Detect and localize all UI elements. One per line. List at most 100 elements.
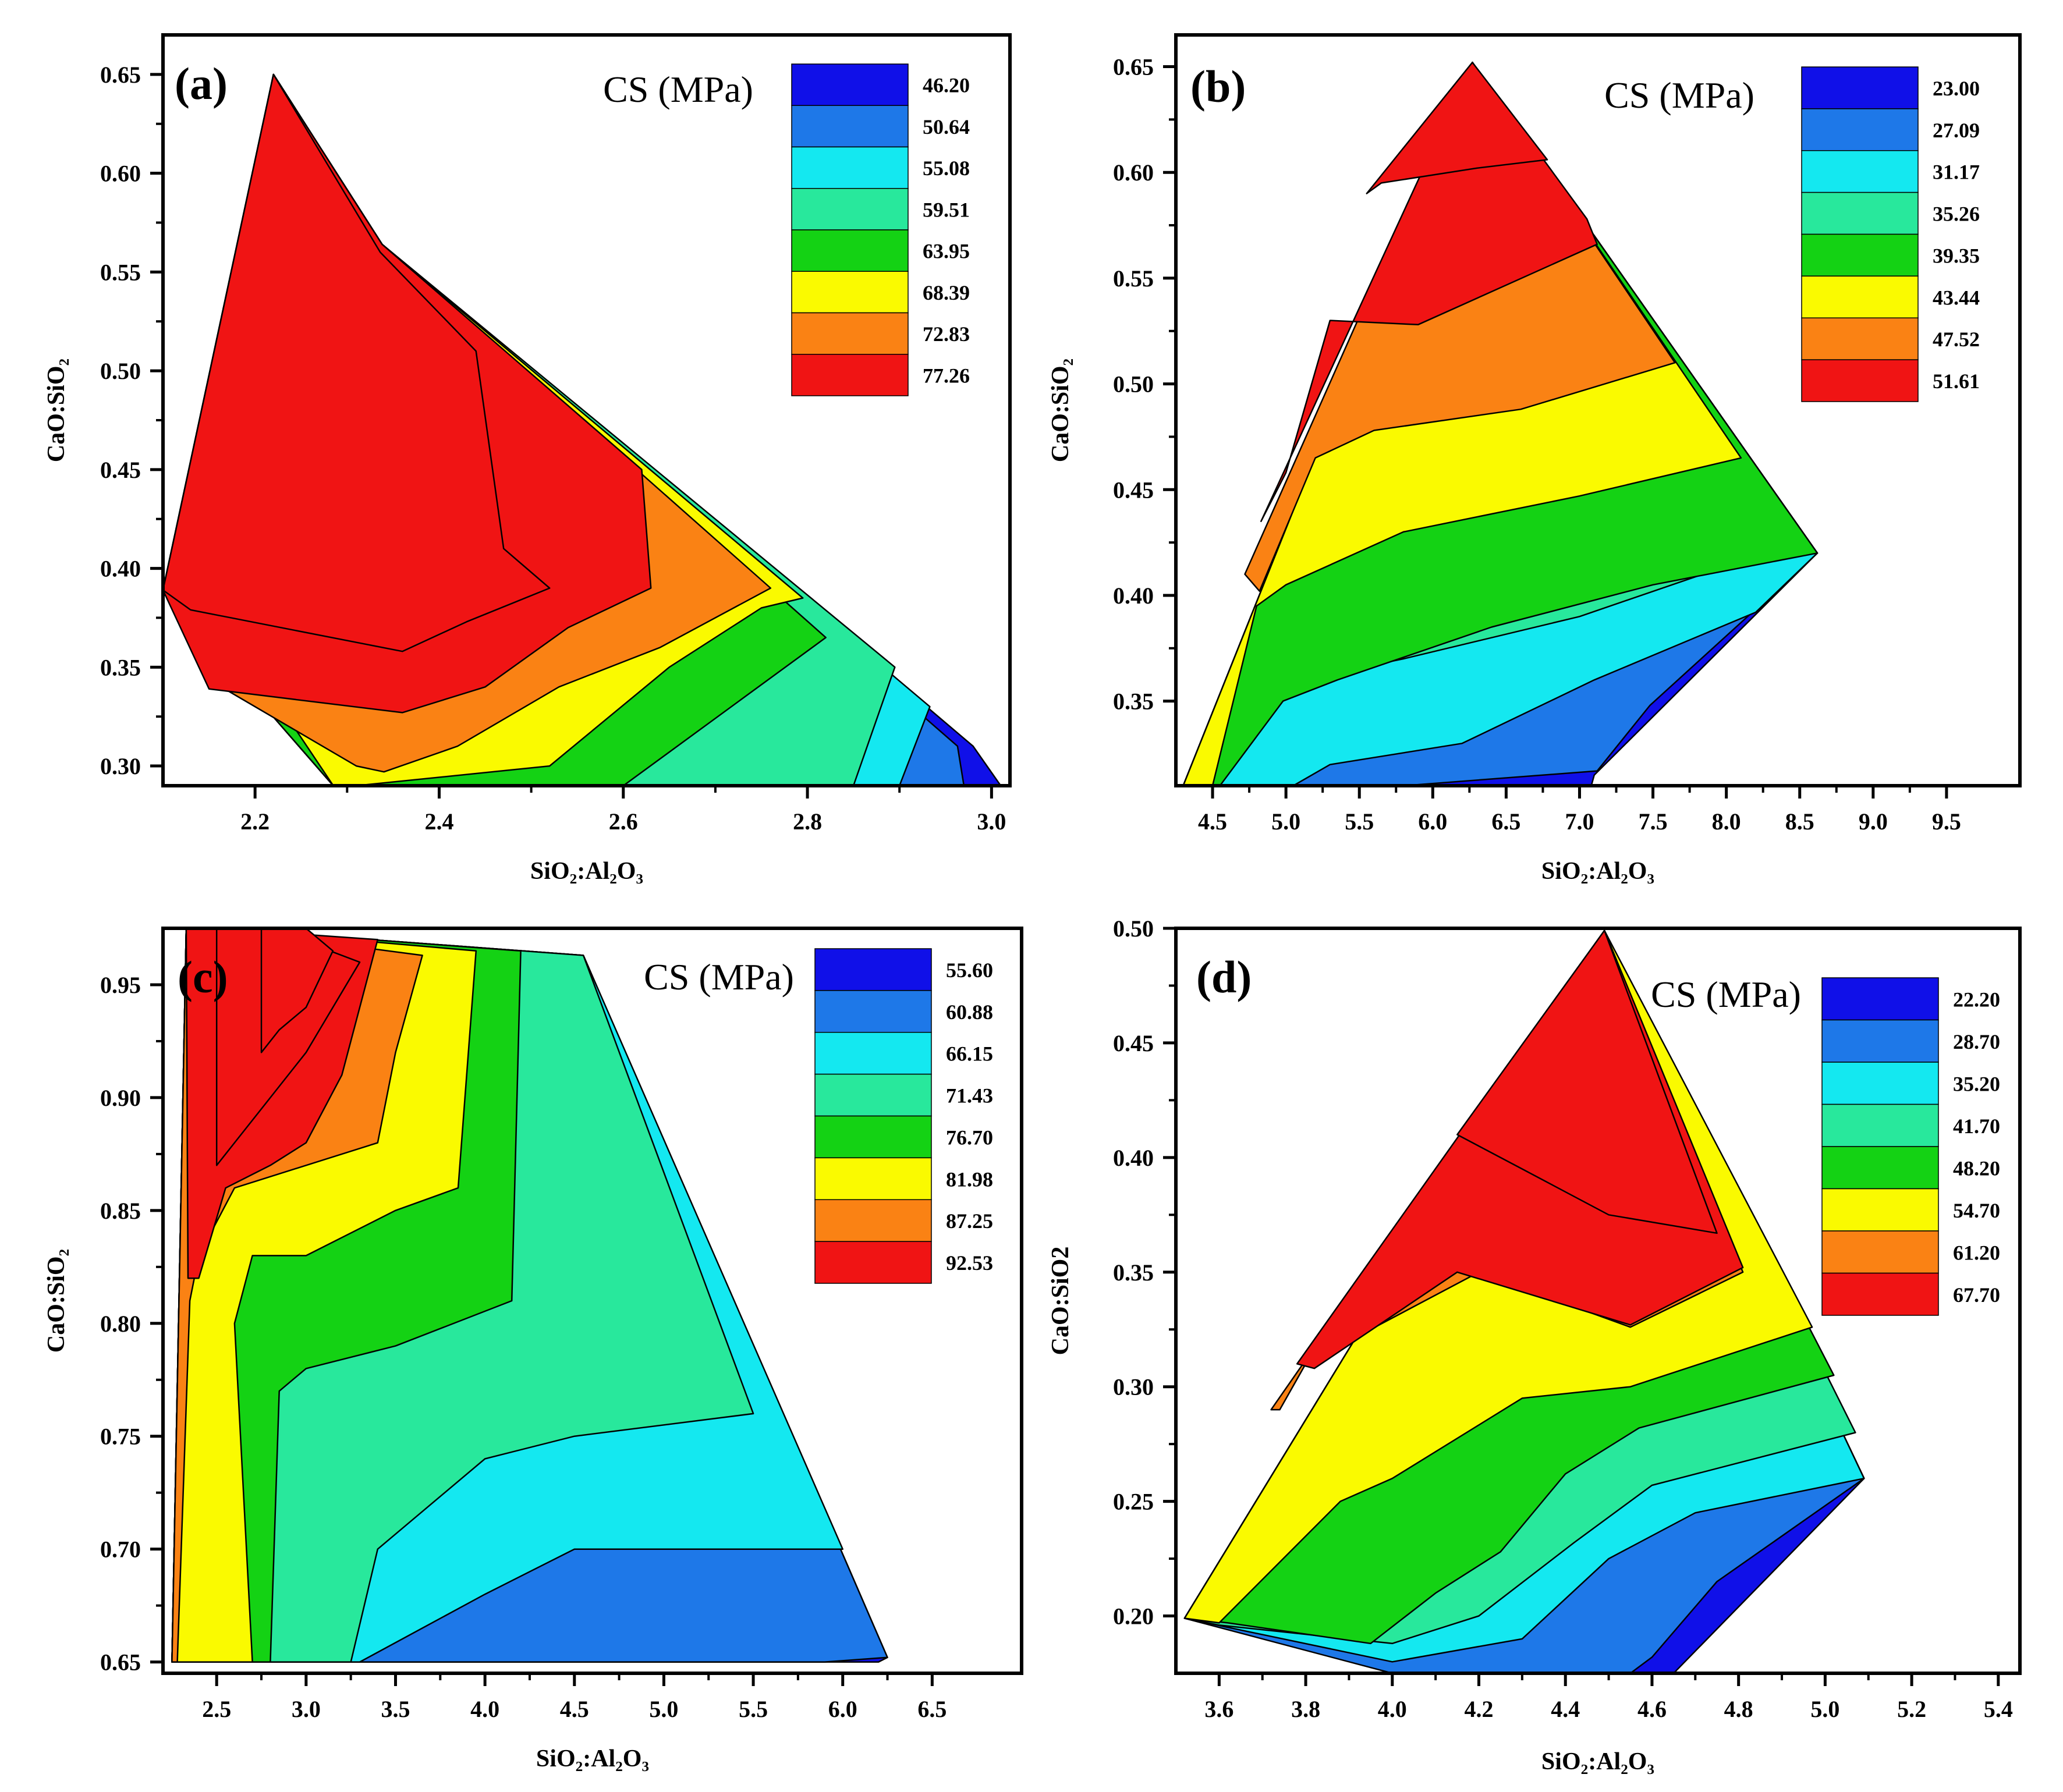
- legend-label: 92.53: [946, 1251, 993, 1275]
- y-axis-title: CaO:SiO₂: [43, 1249, 70, 1353]
- x-axis-title: SiO₂:Al₂O₃: [536, 1745, 649, 1772]
- x-tick-label: 9.0: [1859, 808, 1888, 835]
- legend-label: 22.20: [1953, 988, 2000, 1011]
- x-tick-label: 3.0: [292, 1696, 321, 1722]
- panel-label: (d): [1196, 952, 1252, 1002]
- x-tick-label: 3.0: [977, 808, 1006, 835]
- y-tick-label: 0.45: [1113, 477, 1154, 503]
- y-tick-label: 0.50: [1113, 371, 1154, 398]
- x-tick-label: 6.5: [1491, 808, 1520, 835]
- legend-label: 51.61: [1933, 370, 1980, 393]
- legend-label: 27.09: [1933, 119, 1980, 142]
- panel-1: 2.2 2.4 2.6 2.8 3.0 0.30 0.35 0.40 0.45 0.50 0.55 0…: [43, 33, 1012, 885]
- x-tick-label: 4.4: [1551, 1696, 1580, 1722]
- legend-swatch: [791, 188, 909, 230]
- legend-swatch: [1801, 275, 1919, 318]
- legend-swatch: [814, 1241, 932, 1284]
- y-tick-label: 0.85: [100, 1198, 141, 1224]
- legend-label: 76.70: [946, 1126, 993, 1149]
- x-axis-title: SiO₂:Al₂O₃: [530, 858, 643, 885]
- y-tick-label: 0.90: [100, 1085, 141, 1111]
- y-tick-label: 0.65: [100, 1649, 141, 1676]
- contour-region: [1366, 61, 1548, 194]
- legend-swatch: [791, 354, 909, 396]
- legend-label: 55.60: [946, 959, 993, 982]
- y-axis-title: CaO:SiO₂: [43, 359, 70, 462]
- contour-plot: [1183, 929, 1865, 1673]
- legend-label: 47.52: [1933, 328, 1980, 351]
- legend-label: 31.17: [1933, 161, 1980, 184]
- x-tick-label: 3.6: [1204, 1696, 1233, 1722]
- y-tick-label: 0.50: [1113, 915, 1154, 942]
- legend-swatch: [791, 105, 909, 148]
- legend-swatch: [1821, 1272, 1939, 1316]
- legend-swatch: [791, 63, 909, 106]
- x-tick-label: 6.5: [917, 1696, 947, 1722]
- contour-plot: [163, 73, 1002, 786]
- legend-label: 28.70: [1953, 1030, 2000, 1053]
- y-tick-label: 0.30: [1113, 1374, 1154, 1400]
- y-tick-label: 0.65: [1113, 54, 1154, 80]
- y-tick-label: 0.55: [100, 259, 141, 285]
- legend-title: CS (MPa): [603, 69, 753, 110]
- legend-label: 60.88: [946, 1000, 993, 1024]
- y-tick-label: 0.70: [100, 1536, 141, 1563]
- legend-label: 23.00: [1933, 77, 1980, 100]
- x-tick-label: 6.0: [828, 1696, 857, 1722]
- legend-label: 81.98: [946, 1168, 993, 1191]
- x-tick-label: 5.0: [649, 1696, 678, 1722]
- legend-label: 39.35: [1933, 244, 1980, 267]
- x-tick-label: 4.5: [560, 1696, 589, 1722]
- y-tick-label: 0.40: [100, 556, 141, 582]
- legend-label: 71.43: [946, 1084, 993, 1108]
- x-tick-label: 3.5: [381, 1696, 410, 1722]
- contour-plot: [1182, 61, 1819, 786]
- x-tick-label: 4.8: [1724, 1696, 1753, 1722]
- legend-label: 72.83: [923, 322, 970, 346]
- x-tick-label: 9.5: [1932, 808, 1961, 835]
- x-tick-label: 2.8: [793, 808, 822, 835]
- legend-swatch: [814, 1032, 932, 1075]
- y-tick-label: 0.20: [1113, 1603, 1154, 1630]
- x-tick-label: 8.5: [1785, 808, 1814, 835]
- y-tick-label: 0.60: [1113, 159, 1154, 186]
- legend-swatch: [814, 990, 932, 1033]
- legend-swatch: [1821, 1230, 1939, 1274]
- contour-region: [215, 928, 361, 1166]
- legend-swatch: [1821, 1019, 1939, 1063]
- contour-region: [260, 928, 334, 1053]
- legend-swatch: [1821, 1062, 1939, 1105]
- x-tick-label: 4.0: [1378, 1696, 1407, 1722]
- legend-swatch: [814, 1157, 932, 1200]
- x-tick-label: 4.0: [470, 1696, 499, 1722]
- panel-2: 4.5 5.0 5.5 6.0 6.5 7.0 7.5 8.0 8.5 9.0 9.5 0.35 0.4…: [1047, 33, 2022, 885]
- legend-swatch: [1801, 108, 1919, 151]
- legend-swatch: [1821, 1188, 1939, 1232]
- legend-swatch: [1801, 191, 1919, 235]
- legend-swatch: [814, 1073, 932, 1117]
- legend-swatch: [814, 1115, 932, 1159]
- contour-region: [163, 73, 551, 652]
- legend-swatch: [814, 948, 932, 991]
- x-tick-label: 5.0: [1810, 1696, 1839, 1722]
- legend-label: 87.25: [946, 1209, 993, 1233]
- y-tick-label: 0.40: [1113, 1145, 1154, 1171]
- y-tick-label: 0.35: [100, 654, 141, 680]
- x-tick-label: 5.5: [739, 1696, 768, 1722]
- legend-label: 61.20: [1953, 1241, 2000, 1264]
- legend-label: 35.20: [1953, 1072, 2000, 1095]
- legend-title: CS (MPa): [644, 956, 794, 998]
- plot-frame: [1174, 33, 2022, 787]
- plot-frame: [1174, 927, 2022, 1675]
- x-tick-label: 5.0: [1271, 808, 1300, 835]
- y-tick-label: 0.95: [100, 972, 141, 998]
- y-tick-label: 0.40: [1113, 583, 1154, 609]
- y-tick-label: 0.35: [1113, 1259, 1154, 1286]
- x-tick-label: 6.0: [1418, 808, 1447, 835]
- legend-label: 41.70: [1953, 1115, 2000, 1138]
- legend-label: 35.26: [1933, 203, 1980, 226]
- x-tick-label: 8.0: [1712, 808, 1741, 835]
- legend-label: 48.20: [1953, 1156, 2000, 1180]
- x-tick-label: 4.5: [1198, 808, 1227, 835]
